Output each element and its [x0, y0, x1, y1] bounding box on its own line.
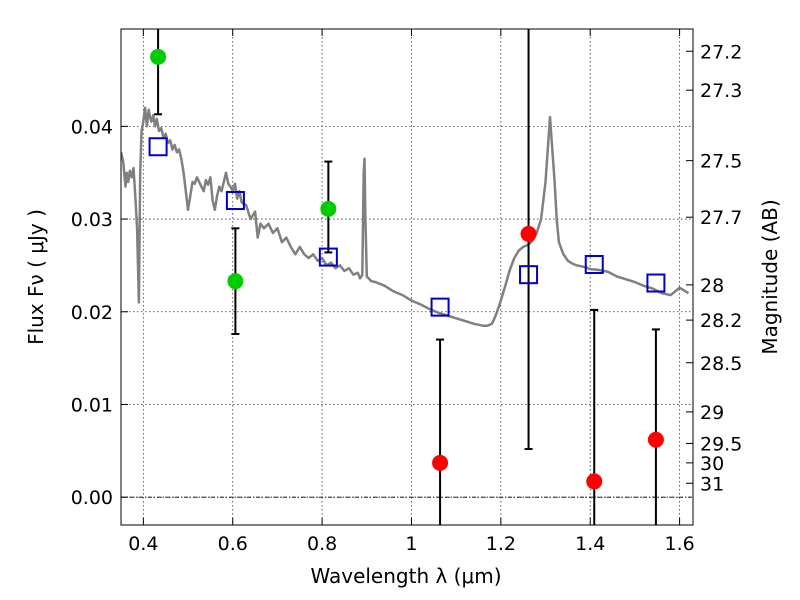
model-band-square: [148, 137, 168, 157]
upper-limit-point: [586, 473, 603, 490]
mag-tick-label: 30: [700, 453, 724, 475]
y-tick-label: 0.04: [71, 116, 113, 138]
x-tick-label: 1.2: [486, 533, 516, 555]
y-tick-label: 0.02: [71, 302, 113, 324]
detection-point: [227, 273, 244, 290]
y-tick-label: 0.00: [71, 487, 113, 509]
y-axis-title: Flux Fν ( μJy ): [24, 209, 48, 345]
mag-tick-label: 27.7: [700, 207, 742, 229]
x-tick-label: 0.6: [218, 533, 248, 555]
plot-frame: [120, 28, 694, 526]
mag-tick-label: 28.5: [700, 353, 742, 375]
mag-tick-label: 27.2: [700, 41, 742, 63]
mag-tick-label: 29.5: [700, 433, 742, 455]
sed-model-line: [121, 106, 690, 327]
mag-tick-label: 27.3: [700, 80, 742, 102]
mag-tick-label: 28: [700, 275, 724, 297]
model-band-layer: [148, 137, 666, 317]
plot-area: [121, 29, 693, 525]
x-tick-label: 0.4: [128, 533, 158, 555]
mag-tick-label: 29: [700, 402, 724, 424]
model-band-square: [646, 273, 666, 293]
y-axis-right-title: Magnitude (AB): [758, 199, 782, 354]
detection-point: [150, 48, 167, 65]
x-tick-label: 1: [405, 533, 417, 555]
upper-limit-point: [647, 431, 664, 448]
x-tick-label: 1.6: [664, 533, 694, 555]
y-tick-label: 0.01: [71, 394, 113, 416]
points-layer: [150, 48, 664, 490]
upper-limit-point: [520, 225, 537, 242]
grid: [121, 29, 693, 525]
model-band-square: [519, 265, 539, 285]
model-band-square: [318, 247, 338, 267]
y-tick-label: 0.03: [71, 209, 113, 231]
x-tick-label: 1.4: [575, 533, 605, 555]
x-tick-label: 0.8: [307, 533, 337, 555]
mag-tick-label: 28.2: [700, 310, 742, 332]
x-axis-title: Wavelength λ (μm): [310, 564, 501, 588]
sed-layer: [121, 106, 690, 327]
model-band-square: [584, 254, 604, 274]
mag-tick-label: 31: [700, 473, 724, 495]
mag-tick-label: 27.5: [700, 151, 742, 173]
ticks: 0.4 0.6 0.8 1 1.2 1.4 1.6 0.00 0.01 0.02 0.03 0.04 2…: [71, 29, 742, 555]
model-band-square: [430, 297, 450, 317]
upper-limit-point: [432, 454, 449, 471]
model-band-square: [225, 191, 245, 211]
detection-point: [320, 200, 337, 217]
